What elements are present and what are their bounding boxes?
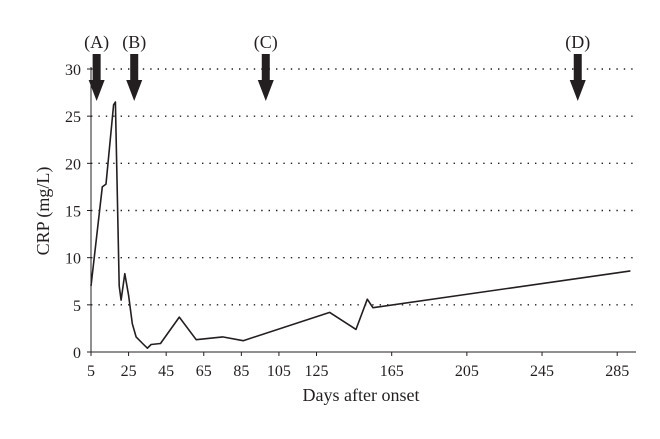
y-tick-label: 5 (73, 298, 81, 315)
x-axis-label: Days after onset (303, 385, 420, 405)
x-tick-labels: 5 25 45 65 85 105 125 165 205 245 285 (87, 352, 629, 380)
y-tick-labels: 0 5 10 15 20 25 30 (65, 62, 91, 362)
x-tick-label: 285 (605, 363, 629, 380)
y-axis-label: CRP (mg/L) (33, 167, 54, 256)
event-arrows: (A) (B) (C) (D) (84, 32, 590, 101)
event-arrow-label: (B) (122, 32, 146, 53)
gridlines (91, 68, 636, 306)
event-arrow-label: (C) (254, 32, 278, 53)
y-tick-label: 10 (65, 251, 81, 268)
down-arrow-icon (569, 54, 586, 101)
x-tick-label: 245 (530, 363, 554, 380)
x-tick-label: 165 (380, 363, 404, 380)
event-arrow-d: (D) (565, 32, 590, 101)
crp-series-line (90, 101, 631, 349)
y-tick-label: 30 (65, 62, 81, 79)
down-arrow-icon (126, 54, 143, 101)
x-tick-label: 65 (196, 363, 212, 380)
x-tick-label: 85 (233, 363, 249, 380)
x-tick-label: 45 (158, 363, 174, 380)
y-tick-label: 15 (65, 204, 81, 221)
y-tick-label: 20 (65, 156, 81, 173)
event-arrow-c: (C) (254, 32, 278, 101)
event-arrow-a: (A) (84, 32, 109, 101)
x-tick-label: 105 (267, 363, 291, 380)
event-arrow-label: (D) (565, 32, 590, 53)
x-tick-label: 125 (305, 363, 329, 380)
event-arrow-label: (A) (84, 32, 109, 53)
y-tick-label: 0 (73, 345, 81, 362)
x-tick-label: 25 (121, 363, 137, 380)
down-arrow-icon (88, 54, 105, 101)
y-tick-label: 25 (65, 109, 81, 126)
down-arrow-icon (257, 54, 274, 101)
event-arrow-b: (B) (122, 32, 146, 101)
x-tick-label: 5 (87, 363, 95, 380)
x-tick-label: 205 (455, 363, 479, 380)
